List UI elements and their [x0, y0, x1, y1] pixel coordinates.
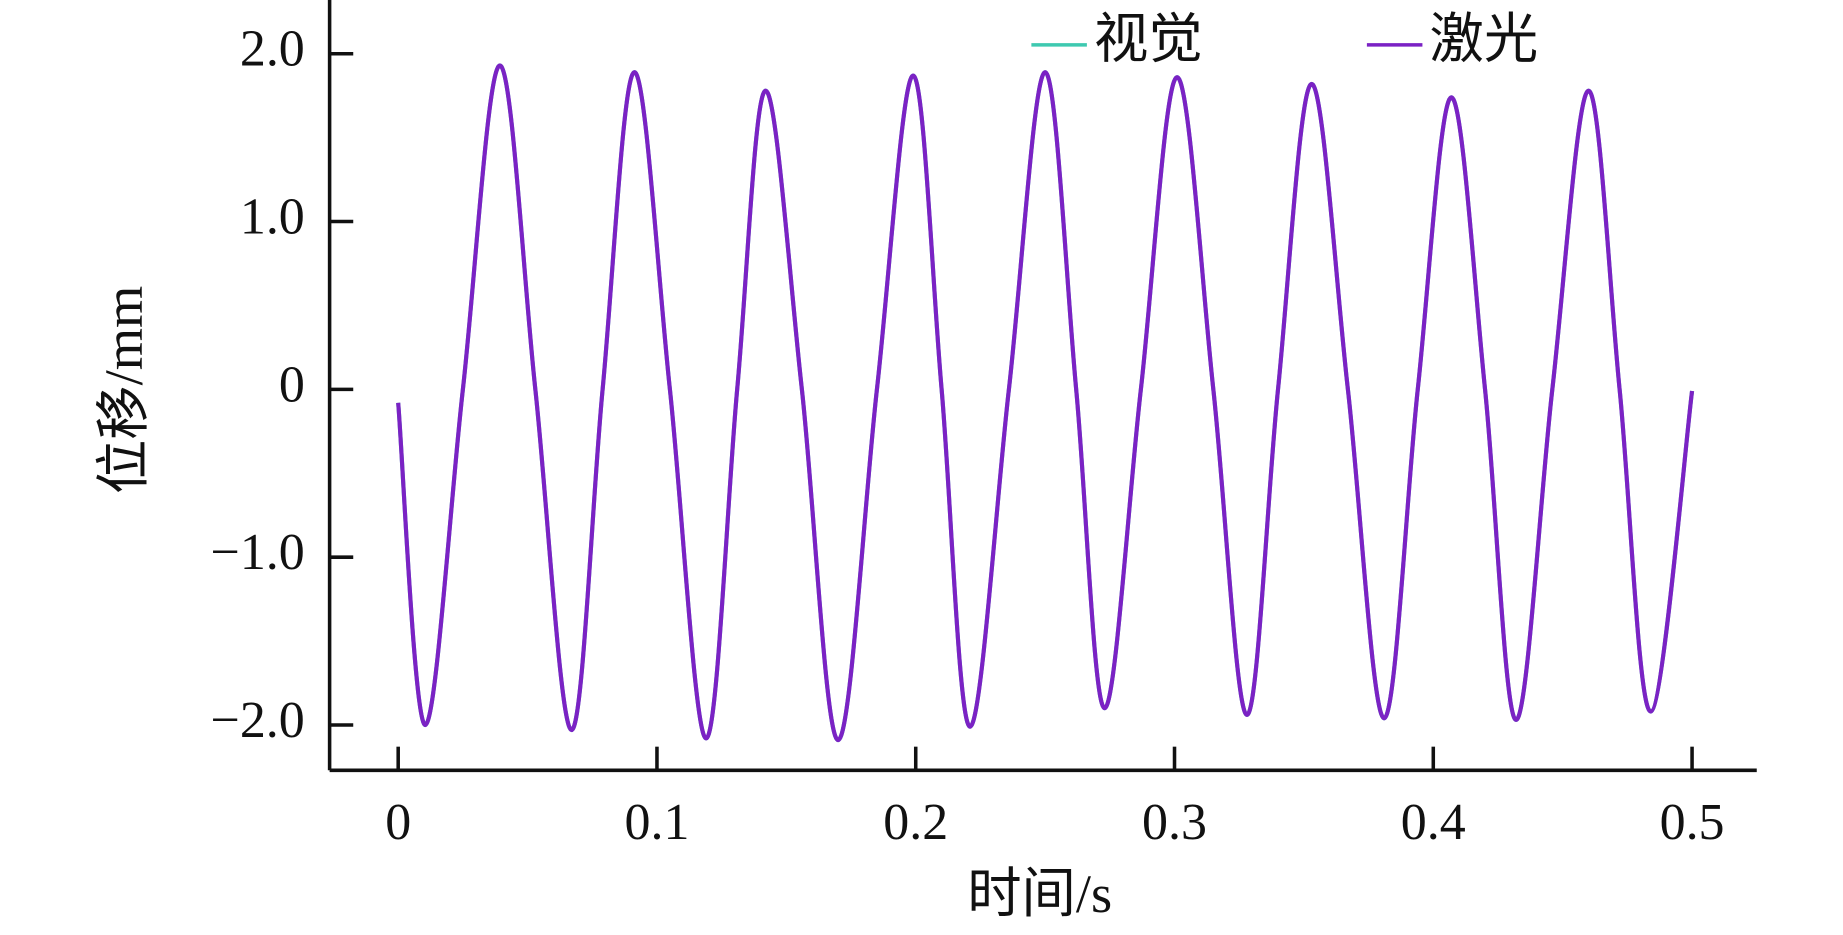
legend-label: 视觉 — [1094, 9, 1203, 69]
y-tick-label: 0 — [279, 356, 305, 413]
data-line — [396, 63, 1695, 743]
legend-label: 激光 — [1430, 9, 1539, 69]
y-tick-label: 2.0 — [240, 21, 305, 78]
data-line — [396, 63, 1695, 743]
x-tick-label: 0.5 — [1660, 794, 1725, 851]
x-axis-label: 时间/s — [967, 864, 1112, 924]
y-tick-label: 1.0 — [240, 188, 305, 245]
y-axis-label: 位移/mm — [94, 286, 154, 494]
x-tick-label: 0.3 — [1142, 794, 1207, 851]
x-tick-label: 0.4 — [1401, 794, 1466, 851]
y-tick-label: −2.0 — [211, 692, 305, 749]
y-tick-label: −1.0 — [211, 524, 305, 581]
x-tick-label: 0.1 — [624, 794, 689, 851]
x-tick-label: 0 — [385, 794, 411, 851]
x-tick-label: 0.2 — [883, 794, 948, 851]
